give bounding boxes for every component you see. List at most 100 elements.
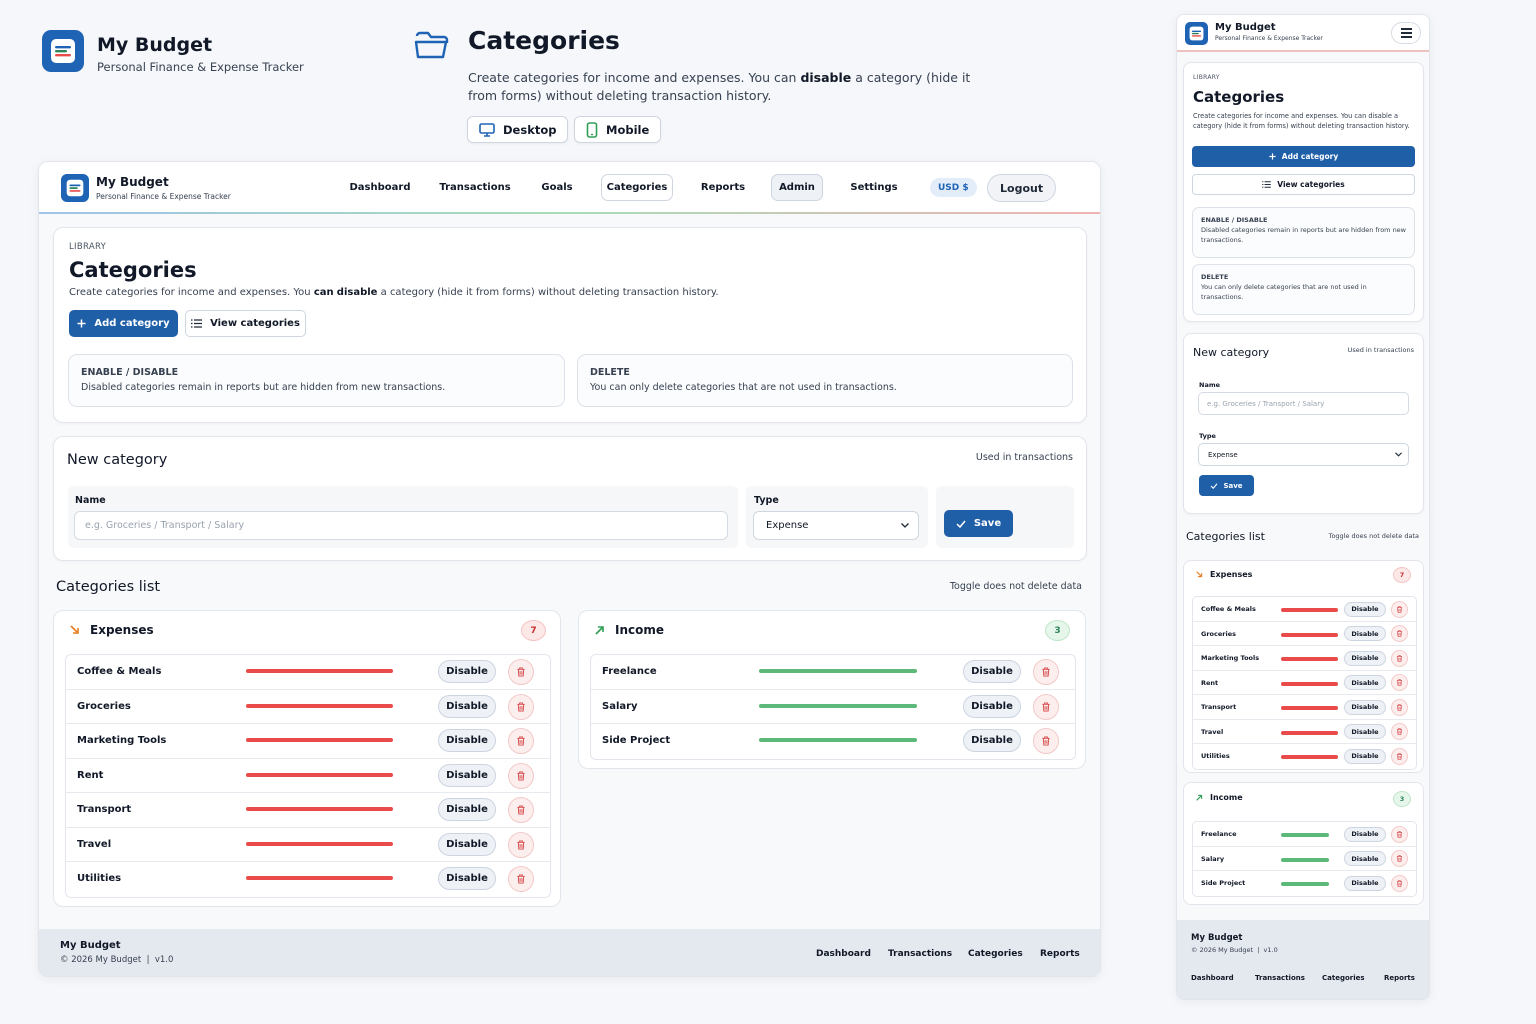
delete-button[interactable] <box>1391 747 1408 765</box>
info-text: You can only delete categories that are … <box>590 382 897 393</box>
expense-name: Transport <box>77 804 132 815</box>
delete-button[interactable] <box>508 797 534 823</box>
delete-button[interactable] <box>1391 825 1408 843</box>
delete-button[interactable] <box>508 659 534 685</box>
mobile-expense-row: Groceries Disable <box>1193 622 1416 646</box>
trash-icon <box>1396 679 1403 686</box>
nav-settings[interactable]: Settings <box>850 182 898 193</box>
arrow-up-right-icon <box>1196 794 1203 801</box>
delete-button[interactable] <box>1391 723 1408 740</box>
disable-button[interactable]: Disable <box>1344 826 1386 842</box>
disable-button[interactable]: Disable <box>1344 851 1386 866</box>
mobile-save-button[interactable]: Save <box>1199 475 1254 496</box>
disable-button[interactable]: Disable <box>438 867 496 890</box>
mobile-view-categories-button[interactable]: View categories <box>1192 174 1415 195</box>
nav-reports[interactable]: Reports <box>700 182 746 193</box>
plus-icon <box>77 319 86 328</box>
disable-button[interactable]: Disable <box>438 763 496 787</box>
delete-button[interactable] <box>508 693 534 720</box>
expense-row: Travel Disable <box>66 828 550 862</box>
currency-badge[interactable]: USD $ <box>930 178 977 197</box>
disable-button[interactable]: Disable <box>963 694 1021 718</box>
delete-button[interactable] <box>1391 674 1408 691</box>
disable-button[interactable]: Disable <box>1344 748 1386 764</box>
delete-button[interactable] <box>508 762 534 789</box>
disable-button[interactable]: Disable <box>438 729 496 752</box>
check-icon <box>956 520 966 528</box>
expense-row: Groceries Disable <box>66 690 550 724</box>
mobile-footer-link-dashboard[interactable]: Dashboard <box>1191 974 1234 982</box>
delete-button[interactable] <box>1391 649 1408 667</box>
menu-icon[interactable] <box>1391 22 1421 44</box>
mobile-expense-name: Travel <box>1201 727 1224 736</box>
enable-disable-info: ENABLE / DISABLE Disabled categories rem… <box>68 354 565 407</box>
disable-button[interactable]: Disable <box>438 694 496 718</box>
delete-button[interactable] <box>1391 600 1408 618</box>
disable-button[interactable]: Disable <box>1344 699 1386 715</box>
income-header: Income <box>595 623 664 637</box>
mobile-footer-link-transactions[interactable]: Transactions <box>1255 974 1305 982</box>
disable-button[interactable]: Disable <box>1344 875 1386 891</box>
delete-button[interactable] <box>1033 693 1059 720</box>
desktop-preview: My Budget Personal Finance & Expense Tra… <box>38 161 1101 977</box>
save-button[interactable]: Save <box>944 510 1013 537</box>
disable-button[interactable]: Disable <box>1344 650 1386 666</box>
hero-brand-subtitle: Personal Finance & Expense Tracker <box>97 60 304 74</box>
footer-link-dashboard[interactable]: Dashboard <box>816 949 871 959</box>
expense-bar <box>246 772 393 777</box>
delete-button[interactable] <box>1033 659 1059 685</box>
delete-button[interactable] <box>1391 874 1408 892</box>
footer-link-reports[interactable]: Reports <box>1040 949 1080 959</box>
delete-button[interactable] <box>1391 625 1408 642</box>
nav-categories[interactable]: Categories <box>601 174 673 201</box>
delete-button[interactable] <box>508 866 534 892</box>
add-category-button[interactable]: Add category <box>69 310 178 337</box>
delete-button[interactable] <box>508 728 534 754</box>
footer-link-categories[interactable]: Categories <box>968 949 1023 959</box>
mobile-type-select[interactable]: Expense <box>1198 443 1409 466</box>
mobile-footer-link-reports[interactable]: Reports <box>1384 974 1415 982</box>
disable-button[interactable]: Disable <box>963 729 1021 752</box>
disable-button[interactable]: Disable <box>1344 626 1386 641</box>
logout-button[interactable]: Logout <box>987 174 1057 202</box>
nav-transactions[interactable]: Transactions <box>439 182 511 193</box>
disable-button[interactable]: Disable <box>438 660 496 683</box>
disable-button[interactable]: Disable <box>438 798 496 821</box>
info-label: DELETE <box>590 367 630 378</box>
chevron-down-icon <box>901 523 909 528</box>
delete-button[interactable] <box>1391 698 1408 716</box>
mobile-new-category-note: Used in transactions <box>1347 346 1414 354</box>
mobile-expenses-list: Coffee & Meals Disable Groceries Disable Mar… <box>1192 596 1417 770</box>
mobile-name-input[interactable]: e.g. Groceries / Transport / Salary <box>1198 392 1409 415</box>
mobile-income-bar <box>1281 833 1329 837</box>
delete-button[interactable] <box>1391 850 1408 867</box>
name-input[interactable]: e.g. Groceries / Transport / Salary <box>74 511 728 540</box>
disable-button[interactable]: Disable <box>1344 724 1386 739</box>
expense-bar <box>246 807 393 811</box>
disable-button[interactable]: Disable <box>963 660 1021 683</box>
mobile-expense-bar <box>1281 681 1338 686</box>
trash-icon <box>516 874 526 884</box>
disable-button[interactable]: Disable <box>1344 675 1386 690</box>
footer-link-transactions[interactable]: Transactions <box>888 949 953 959</box>
hero-brand-text: My Budget Personal Finance & Expense Tra… <box>97 34 304 74</box>
type-select[interactable]: Expense <box>753 511 919 540</box>
mobile-view-button[interactable]: Mobile <box>574 116 662 143</box>
delete-button[interactable] <box>1033 728 1059 754</box>
nav-admin[interactable]: Admin <box>771 174 823 201</box>
mobile-new-category-title: New category <box>1193 346 1270 359</box>
expense-bar <box>246 841 393 846</box>
disable-button[interactable]: Disable <box>438 832 496 856</box>
nav-dashboard[interactable]: Dashboard <box>349 182 411 193</box>
mobile-expense-row: Rent Disable <box>1193 671 1416 695</box>
delete-button[interactable] <box>508 831 534 858</box>
mobile-income-count-badge: 3 <box>1393 791 1411 807</box>
mobile-footer-link-categories[interactable]: Categories <box>1322 974 1365 982</box>
mobile-footer-copyright: © 2026 My Budget | v1.0 <box>1191 946 1278 954</box>
nav-goals[interactable]: Goals <box>541 182 573 193</box>
disable-button[interactable]: Disable <box>1344 601 1386 617</box>
mobile-add-category-button[interactable]: Add category <box>1192 146 1415 167</box>
desktop-view-button[interactable]: Desktop <box>467 116 569 143</box>
mobile-categories-list-note: Toggle does not delete data <box>1328 532 1419 540</box>
view-categories-button[interactable]: View categories <box>185 310 306 337</box>
